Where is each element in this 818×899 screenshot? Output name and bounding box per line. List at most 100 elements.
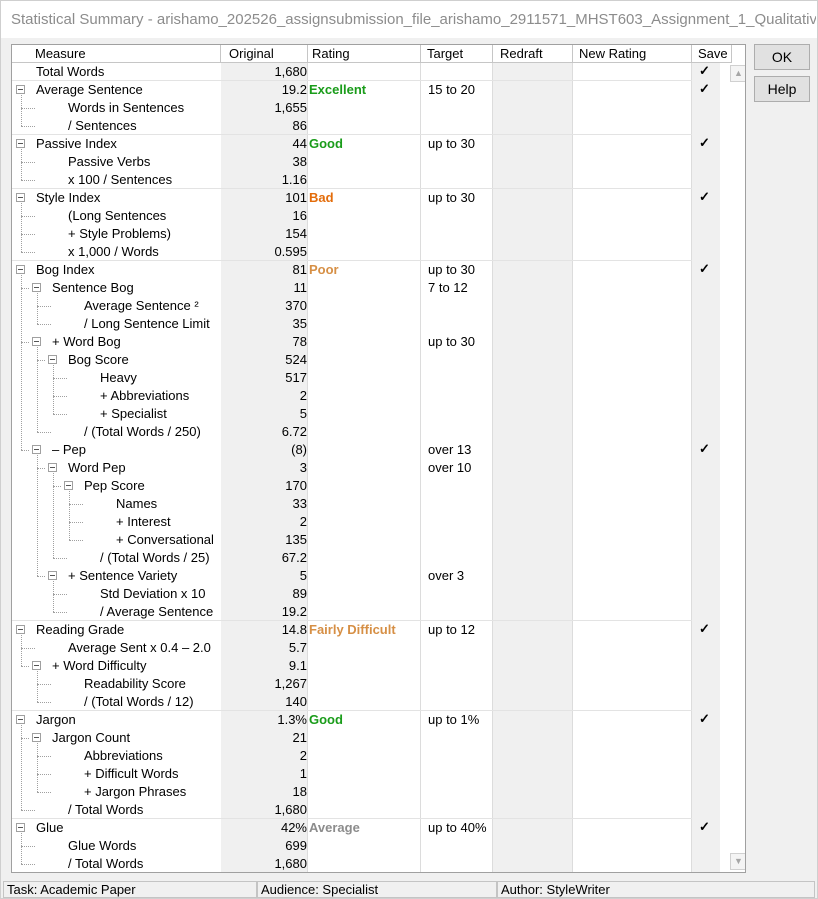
- table-row[interactable]: + Difficult Words 1: [12, 765, 730, 783]
- measure-label: x 1,000 / Words: [68, 244, 159, 259]
- collapse-toggle-icon[interactable]: [32, 661, 41, 670]
- table-row[interactable]: Passive Index 44 Good up to 30 ✓: [12, 135, 730, 153]
- table-row[interactable]: + Sentence Variety 5 over 3: [12, 567, 730, 585]
- table-row[interactable]: Reading Grade 14.8 Fairly Difficult up to 1…: [12, 621, 730, 639]
- vertical-scrollbar[interactable]: ▲ ▼: [720, 63, 745, 872]
- help-button[interactable]: Help: [754, 76, 810, 102]
- save-checkbox[interactable]: ✓: [699, 441, 710, 456]
- table-row[interactable]: Heavy 517: [12, 369, 730, 387]
- table-row[interactable]: + Style Problems) 154: [12, 225, 730, 243]
- table-row[interactable]: Total Words 1,680 ✓: [12, 63, 730, 81]
- table-row[interactable]: Jargon 1.3% Good up to 1% ✓: [12, 711, 730, 729]
- table-row[interactable]: Glue Words 699: [12, 837, 730, 855]
- original-value: 2: [299, 514, 307, 529]
- collapse-toggle-icon[interactable]: [48, 463, 57, 472]
- table-row[interactable]: Abbreviations 2: [12, 747, 730, 765]
- collapse-toggle-icon[interactable]: [48, 571, 57, 580]
- original-value: 1.16: [281, 172, 307, 187]
- collapse-toggle-icon[interactable]: [48, 355, 57, 364]
- measure-label: Std Deviation x 10: [100, 586, 206, 601]
- table-row[interactable]: Sentence Bog 11 7 to 12: [12, 279, 730, 297]
- header-save[interactable]: Save: [692, 45, 732, 63]
- table-row[interactable]: Names 33: [12, 495, 730, 513]
- tree-branch-line: [21, 648, 35, 649]
- header-original[interactable]: Original: [221, 45, 308, 63]
- collapse-toggle-icon[interactable]: [32, 337, 41, 346]
- table-row[interactable]: Bog Score 524: [12, 351, 730, 369]
- header-rating[interactable]: Rating: [308, 45, 421, 63]
- rating-value: Bad: [309, 190, 334, 205]
- original-value: 2: [299, 388, 307, 403]
- table-row[interactable]: Bog Index 81 Poor up to 30 ✓: [12, 261, 730, 279]
- table-row[interactable]: + Abbreviations 2: [12, 387, 730, 405]
- header-target[interactable]: Target: [421, 45, 493, 63]
- table-row[interactable]: x 1,000 / Words 0.595: [12, 243, 730, 261]
- collapse-toggle-icon[interactable]: [16, 625, 25, 634]
- save-checkbox[interactable]: ✓: [699, 81, 710, 96]
- header-measure[interactable]: Measure: [12, 45, 221, 63]
- original-value: 6.72: [281, 424, 307, 439]
- table-row[interactable]: / (Total Words / 250) 6.72: [12, 423, 730, 441]
- collapse-toggle-icon[interactable]: [16, 823, 25, 832]
- table-row[interactable]: / Sentences 86: [12, 117, 730, 135]
- save-checkbox[interactable]: ✓: [699, 261, 710, 276]
- table-row[interactable]: + Jargon Phrases 18: [12, 783, 730, 801]
- scroll-down-button[interactable]: ▼: [730, 853, 745, 870]
- dialog-client: Measure Original Rating Target Redraft N…: [0, 38, 818, 899]
- original-value: 5.7: [288, 640, 307, 655]
- table-row[interactable]: Style Index 101 Bad up to 30 ✓: [12, 189, 730, 207]
- original-value: 101: [285, 190, 307, 205]
- table-row[interactable]: Glue 42% Average up to 40% ✓: [12, 819, 730, 837]
- table-row[interactable]: / Long Sentence Limit 35: [12, 315, 730, 333]
- collapse-toggle-icon[interactable]: [16, 715, 25, 724]
- collapse-toggle-icon[interactable]: [16, 265, 25, 274]
- original-value: 135: [285, 532, 307, 547]
- save-checkbox[interactable]: ✓: [699, 63, 710, 78]
- col-divider: [572, 63, 573, 872]
- collapse-toggle-icon[interactable]: [32, 445, 41, 454]
- table-row[interactable]: / (Total Words / 25) 67.2: [12, 549, 730, 567]
- table-row[interactable]: (Long Sentences 16: [12, 207, 730, 225]
- table-row[interactable]: – Pep (8) over 13 ✓: [12, 441, 730, 459]
- collapse-toggle-icon[interactable]: [64, 481, 73, 490]
- table-row[interactable]: x 100 / Sentences 1.16: [12, 171, 730, 189]
- table-row[interactable]: Average Sentence 19.2 Excellent 15 to 20 ✓: [12, 81, 730, 99]
- header-new-rating[interactable]: New Rating: [573, 45, 692, 63]
- collapse-toggle-icon[interactable]: [16, 85, 25, 94]
- table-row[interactable]: / (Total Words / 12) 140: [12, 693, 730, 711]
- table-row[interactable]: Average Sent x 0.4 – 2.0 5.7: [12, 639, 730, 657]
- save-checkbox[interactable]: ✓: [699, 621, 710, 636]
- collapse-toggle-icon[interactable]: [16, 139, 25, 148]
- original-value: 1,680: [274, 64, 307, 79]
- scroll-up-button[interactable]: ▲: [730, 65, 745, 82]
- target-value: up to 1%: [428, 712, 480, 727]
- table-row[interactable]: + Specialist 5: [12, 405, 730, 423]
- table-row[interactable]: Std Deviation x 10 89: [12, 585, 730, 603]
- table-row[interactable]: Words in Sentences 1,655: [12, 99, 730, 117]
- save-checkbox[interactable]: ✓: [699, 189, 710, 204]
- table-row[interactable]: + Conversational 135: [12, 531, 730, 549]
- table-row[interactable]: + Word Difficulty 9.1: [12, 657, 730, 675]
- measure-label: Jargon Count: [52, 730, 131, 745]
- table-row[interactable]: + Word Bog 78 up to 30: [12, 333, 730, 351]
- collapse-toggle-icon[interactable]: [32, 283, 41, 292]
- table-row[interactable]: Readability Score 1,267: [12, 675, 730, 693]
- table-row[interactable]: Word Pep 3 over 10: [12, 459, 730, 477]
- tree-branch-line: [21, 126, 35, 127]
- save-checkbox[interactable]: ✓: [699, 819, 710, 834]
- table-row[interactable]: Average Sentence ² 370: [12, 297, 730, 315]
- save-checkbox[interactable]: ✓: [699, 711, 710, 726]
- table-row[interactable]: Pep Score 170: [12, 477, 730, 495]
- header-redraft[interactable]: Redraft: [493, 45, 573, 63]
- table-row[interactable]: Passive Verbs 38: [12, 153, 730, 171]
- table-row[interactable]: / Average Sentence 19.2: [12, 603, 730, 621]
- ok-button[interactable]: OK: [754, 44, 810, 70]
- collapse-toggle-icon[interactable]: [32, 733, 41, 742]
- tree-trunk-line: [21, 833, 22, 864]
- collapse-toggle-icon[interactable]: [16, 193, 25, 202]
- save-checkbox[interactable]: ✓: [699, 135, 710, 150]
- table-row[interactable]: / Total Words 1,680: [12, 855, 730, 872]
- table-row[interactable]: / Total Words 1,680: [12, 801, 730, 819]
- table-row[interactable]: + Interest 2: [12, 513, 730, 531]
- table-row[interactable]: Jargon Count 21: [12, 729, 730, 747]
